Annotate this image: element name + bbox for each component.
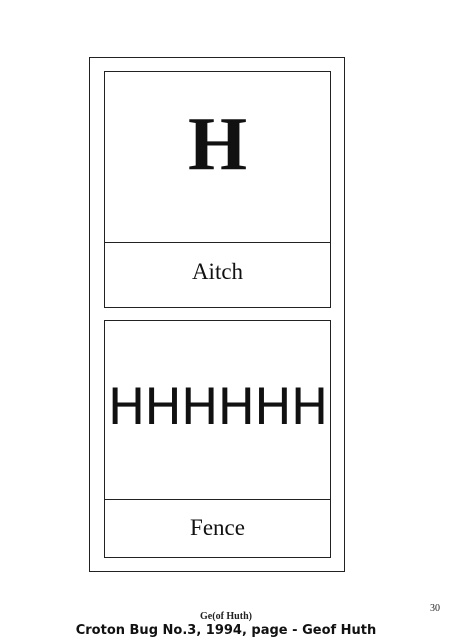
source-caption: Croton Bug No.3, 1994, page - Geof Huth — [75, 623, 377, 638]
outer-frame — [89, 57, 345, 572]
author-line: Ge(of Huth) — [200, 611, 252, 622]
letter-h: H — [187, 102, 248, 186]
card-divider — [105, 242, 330, 243]
caption-aitch: Aitch — [191, 259, 244, 284]
page-number: 30 — [430, 603, 440, 614]
card-fence: HHHHHH Fence — [104, 320, 331, 558]
card-divider — [105, 499, 330, 500]
card-aitch: H Aitch — [104, 71, 331, 308]
caption-fence: Fence — [190, 515, 245, 540]
fence-letters: HHHHHH — [107, 378, 329, 436]
